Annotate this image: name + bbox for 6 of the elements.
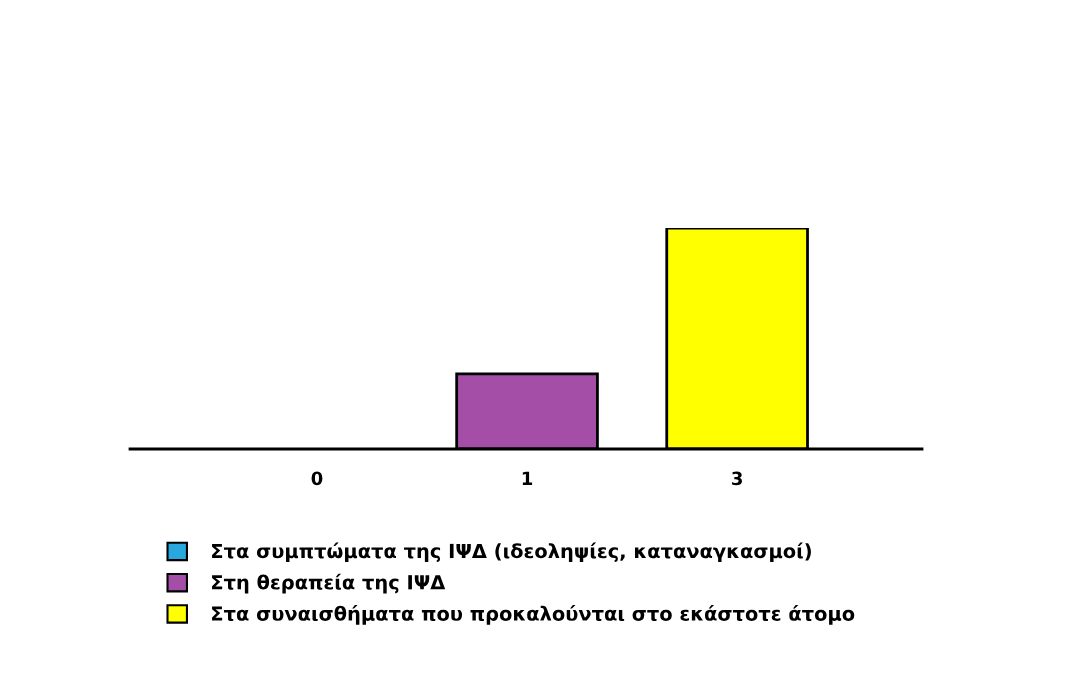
x-tick-label: 0 <box>311 471 323 486</box>
x-tick-label: 1 <box>522 471 533 485</box>
legend-label: Στα συμπτώματα της ΙΨΔ (ιδεοληψίες, καταναγκασμοί) <box>212 542 811 563</box>
x-tick-label: 3 <box>732 471 742 486</box>
legend-label: Στη θεραπεία της ΙΨΔ <box>212 573 446 594</box>
legend-label: Στα συναισθήματα που προκαλούνται στο εκάστοτε άτομο <box>212 605 855 625</box>
